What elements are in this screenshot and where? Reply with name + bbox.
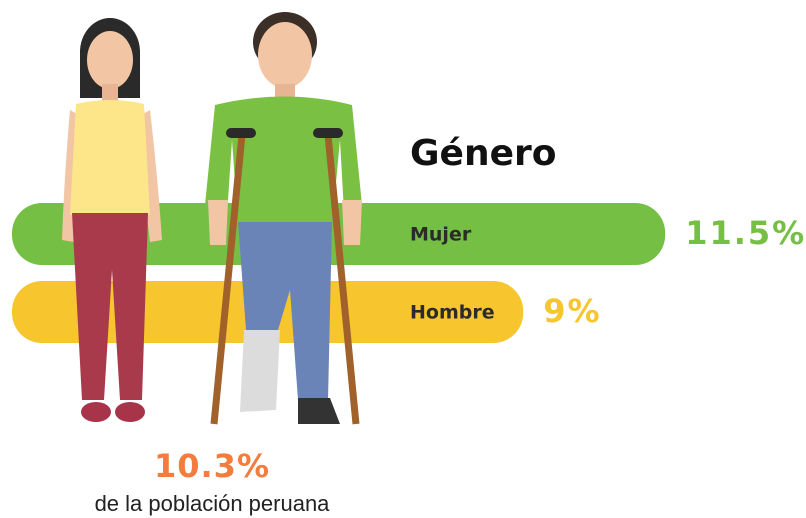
- caption: de la población peruana: [95, 491, 331, 516]
- category-label: Mujer: [410, 224, 472, 246]
- headline-figure: 10.3%: [154, 447, 270, 485]
- illustration: [62, 12, 362, 425]
- value-label: 9%: [543, 292, 601, 330]
- category-label: Hombre: [410, 302, 495, 324]
- value-label: 11.5%: [685, 214, 806, 252]
- chart-title: Género: [410, 133, 557, 174]
